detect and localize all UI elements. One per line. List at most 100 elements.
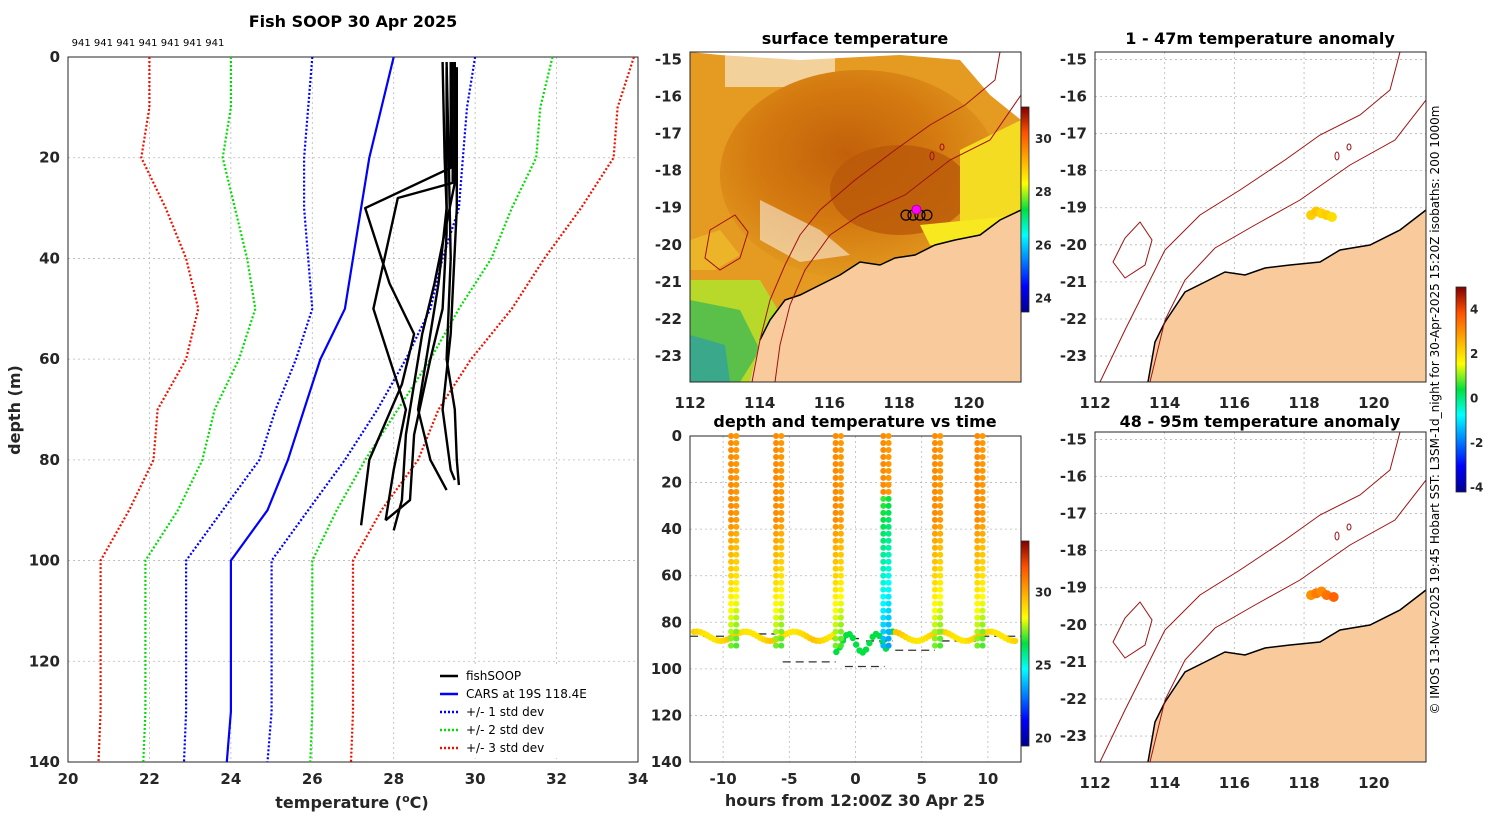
anomaly-lower-x-tick-label: 120 [1358,774,1389,792]
timeseries-cast-point [880,516,887,523]
anomaly-upper-x-tick-label: 114 [1149,394,1180,412]
timeseries-cast-point [937,530,944,537]
timeseries-cast-point [837,433,844,439]
timeseries-cast-point [937,460,944,467]
timeseries-cast-point [931,537,938,544]
timeseries-cast-point [979,523,986,530]
timeseries-cast-point [773,614,780,621]
timeseries-cast-point [733,565,740,572]
timeseries-cast-point [880,572,887,579]
anomaly-colorbar-tick-label: 4 [1470,302,1478,316]
timeseries-cast-point [885,586,892,593]
timeseries-cast-point [733,572,740,579]
sst-y-tick-label: -19 [655,199,682,217]
timeseries-cast-point [728,544,735,551]
timeseries-cast-point [931,502,938,509]
timeseries-cast-point [837,495,844,502]
anomaly-lower-anomaly-point [1328,592,1339,602]
timeseries-cast-point [728,509,735,516]
anomaly-upper-anomaly-point [1326,212,1337,222]
sst-y-tick-label: -23 [655,347,682,365]
timeseries-cast-point [832,516,839,523]
timeseries-y-tick-label: 20 [661,474,682,492]
timeseries-cast-point [885,516,892,523]
timeseries-cast-point [728,642,735,649]
timeseries-cast-point [773,481,780,488]
timeseries-cast-point [974,593,981,600]
sst-colorbar [1020,106,1030,313]
timeseries-cast-point [733,516,740,523]
timeseries-cast-point [931,488,938,495]
timeseries-cast-point [880,488,887,495]
anomaly-upper-x-tick-label: 120 [1358,394,1389,412]
profile-series-line [142,57,257,763]
timeseries-cast-point [937,565,944,572]
timeseries-cast-point [837,474,844,481]
timeseries-cast-point [880,474,887,481]
timeseries-cast-point [937,558,944,565]
timeseries-cast-point [733,488,740,495]
timeseries-cast-point [778,600,785,607]
timeseries-cast-point [733,502,740,509]
timeseries-cast-point [837,586,844,593]
timeseries-cast-point [931,593,938,600]
profile-y-tick-label: 120 [29,652,60,670]
timeseries-bottom-point [852,641,860,648]
anomaly-lower-y-tick-label: -18 [1060,542,1087,560]
timeseries-cast-point [778,635,785,642]
sst-y-tick-label: -17 [655,125,682,143]
anomaly-lower-coastline [1147,589,1426,762]
timeseries-cast-point [778,446,785,453]
timeseries-cast-point [885,530,892,537]
timeseries-cast-point [931,509,938,516]
timeseries-cast-point [773,586,780,593]
anomaly-colorbar-ticks: 4 2 0 -2 -4 [1470,302,1483,494]
timeseries-cast-point [733,481,740,488]
timeseries-cast-point [837,467,844,474]
timeseries-cast-point [880,614,887,621]
anomaly-lower-x-tick-label: 114 [1149,774,1180,792]
timeseries-cast-point [837,460,844,467]
timeseries-cast-point [931,453,938,460]
timeseries-bottom-point [866,639,873,647]
timeseries-cast-point [733,530,740,537]
timeseries-cast-point [773,537,780,544]
anomaly-lower-map [1095,432,1426,762]
timeseries-cast-point [979,460,986,467]
anomaly-upper-title: 1 - 47m temperature anomaly [1125,29,1395,48]
timeseries-cast-point [832,537,839,544]
timeseries-cast-point [885,474,892,481]
profile-legend-label: +/- 1 std dev [466,705,544,719]
timeseries-cast-point [974,467,981,474]
timeseries-cast-point [974,558,981,565]
timeseries-cast-point [837,565,844,572]
timeseries-cast-point [773,488,780,495]
timeseries-cast-point [773,607,780,614]
timeseries-cast-point [778,433,785,439]
timeseries-cast-point [974,530,981,537]
timeseries-cast-point [880,467,887,474]
timeseries-cast-point [937,474,944,481]
timeseries-cast-point [931,558,938,565]
anomaly-lower-x-tick-label: 118 [1288,774,1319,792]
anomaly-upper-y-tick-label: -16 [1060,87,1087,105]
timeseries-cast-point [979,635,986,642]
timeseries-cast-point [979,495,986,502]
timeseries-cast-point [832,642,839,649]
profile-legend-label: fishSOOP [466,669,521,683]
profile-series-line [441,67,458,481]
timeseries-cast-point [979,433,986,439]
timeseries-cast-point [880,446,887,453]
timeseries-cast-point [832,544,839,551]
timeseries-cast-point [937,537,944,544]
profile-y-tick-label: 60 [39,350,60,368]
timeseries-cast-point [979,474,986,481]
timeseries-cast-point [837,509,844,516]
timeseries-cast-point [979,593,986,600]
timeseries-cast-point [728,586,735,593]
timeseries-cast-point [778,642,785,649]
timeseries-cast-point [937,488,944,495]
timeseries-data [690,433,1021,668]
timeseries-cast-point [733,614,740,621]
timeseries-cast-point [931,481,938,488]
